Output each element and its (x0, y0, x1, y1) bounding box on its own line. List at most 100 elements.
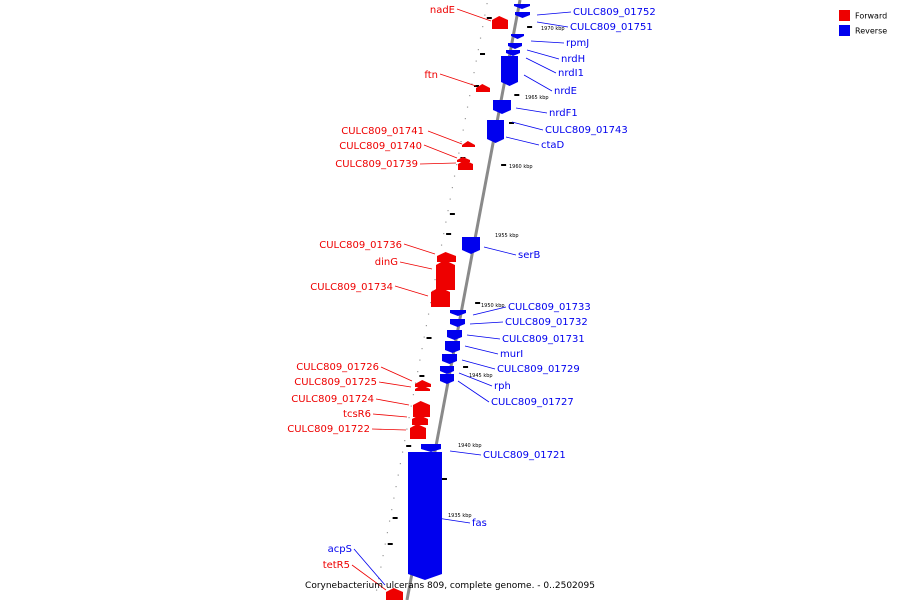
gene-feature-culc809_01752 (514, 4, 530, 9)
track-dot (412, 394, 414, 396)
track-dot (434, 279, 436, 281)
legend-label-reverse: Reverse (855, 27, 887, 36)
gene-feature-culc809_01739 (458, 160, 473, 170)
track-dot (425, 325, 427, 327)
track-dot (423, 336, 425, 338)
track-dot (414, 382, 417, 384)
track-dot (453, 175, 456, 177)
leader-line (436, 517, 471, 524)
track-dot (404, 440, 406, 442)
gene-labels: CULC809_01752 CULC809_01751 nadE rpmJ nrdH nr… (287, 5, 656, 591)
track-dot (375, 589, 378, 591)
track-dot (464, 118, 466, 120)
gene-label-culc809_01725: CULC809_01725 (294, 377, 377, 388)
gene-feature-tcsr6 (412, 415, 428, 425)
scale-tick (514, 94, 520, 96)
leader-line (472, 306, 507, 316)
scale-tick (441, 478, 447, 480)
leader-line (375, 398, 410, 406)
track-dot (458, 152, 460, 154)
kbp-tick-label: 1960 kbp (509, 164, 533, 170)
leader-line (536, 11, 572, 16)
track-dot (473, 72, 475, 74)
track-dot (456, 164, 458, 166)
track-dot (484, 14, 486, 16)
gene-label-ftn: ftn (424, 70, 438, 81)
gene-feature-culc809_01726 (415, 380, 431, 387)
track-dot (443, 233, 445, 235)
scale-tick (446, 233, 452, 235)
gene-label-culc809_01731: CULC809_01731 (502, 334, 585, 345)
leader-line (505, 136, 540, 146)
leader-line (457, 380, 490, 403)
gene-feature-culc809_01736 (437, 252, 456, 262)
kbp-tick-label: 1970 kbp (541, 26, 565, 32)
track-dot (378, 578, 380, 580)
gene-label-culc809_01734: CULC809_01734 (310, 282, 393, 293)
leader-line (464, 345, 499, 355)
leader-line (351, 564, 387, 591)
legend-label-forward: Forward (855, 12, 887, 21)
kbp-tick-label: 1955 kbp (495, 233, 519, 239)
scale-tick (426, 337, 432, 339)
scale-tick (509, 122, 515, 124)
track-dot (449, 198, 451, 200)
track-dot (479, 37, 482, 39)
track-dot (397, 474, 399, 476)
gene-feature-nrde (501, 56, 518, 86)
gene-label-rpmj: rpmJ (566, 38, 589, 49)
gene-label-tcsr6: tcsR6 (343, 409, 371, 420)
leader-line (419, 162, 457, 165)
scale-tick (480, 53, 486, 55)
gene-feature-rph (440, 366, 454, 374)
gene-label-culc809_01736: CULC809_01736 (319, 240, 402, 251)
gene-feature-culc809_01741 (462, 141, 475, 147)
gene-feature-culc809_01751 (515, 12, 530, 18)
gene-label-culc809_01726: CULC809_01726 (296, 362, 379, 373)
scale-tick (406, 445, 412, 447)
gene-feature-culc809_01727 (440, 374, 454, 384)
gene-label-fas: fas (472, 518, 487, 529)
track-dot (440, 244, 443, 246)
kbp-tick-label: 1945 kbp (469, 373, 493, 379)
leader-line (353, 548, 386, 586)
tick-dots (375, 3, 488, 591)
leader-line (456, 8, 492, 22)
gene-feature-culc809_01733 (450, 310, 466, 316)
track-dot (401, 451, 404, 453)
track-dot (460, 141, 462, 143)
gene-label-culc809_01752: CULC809_01752 (573, 7, 656, 18)
gene-label-nrdi1: nrdI1 (558, 68, 584, 79)
track-dot (430, 302, 432, 304)
scale-tick (486, 17, 492, 19)
track-dot (417, 371, 419, 373)
legend: Forward Reverse (839, 10, 887, 36)
gene-feature-serb (462, 237, 480, 254)
leader-line (469, 321, 504, 325)
track-dot (382, 555, 384, 557)
track-dot (482, 26, 484, 28)
track-dot (406, 428, 408, 430)
gene-label-culc809_01721: CULC809_01721 (483, 450, 566, 461)
leader-line (483, 246, 517, 256)
gene-feature-fas (408, 452, 442, 580)
leader-line (458, 372, 493, 387)
track-dot (384, 543, 386, 545)
gene-label-nade: nadE (430, 5, 455, 16)
leader-line (439, 73, 477, 87)
track-dot (391, 509, 393, 511)
leader-line (372, 413, 408, 418)
gene-label-nrdf1: nrdF1 (549, 108, 578, 119)
gene-feature-culc809_01740 (457, 157, 470, 162)
gene-label-culc809_01722: CULC809_01722 (287, 424, 370, 435)
gene-feature-culc809_01731 (447, 330, 462, 340)
gene-label-serb: serB (518, 250, 540, 261)
track-dot (386, 532, 389, 534)
gene-label-culc809_01739: CULC809_01739 (335, 159, 418, 170)
leader-line (511, 121, 544, 131)
track-dot (395, 486, 397, 488)
leader-line (449, 450, 482, 456)
kbp-tick-label: 1965 kbp (525, 95, 549, 101)
gene-feature-nade (492, 16, 508, 29)
